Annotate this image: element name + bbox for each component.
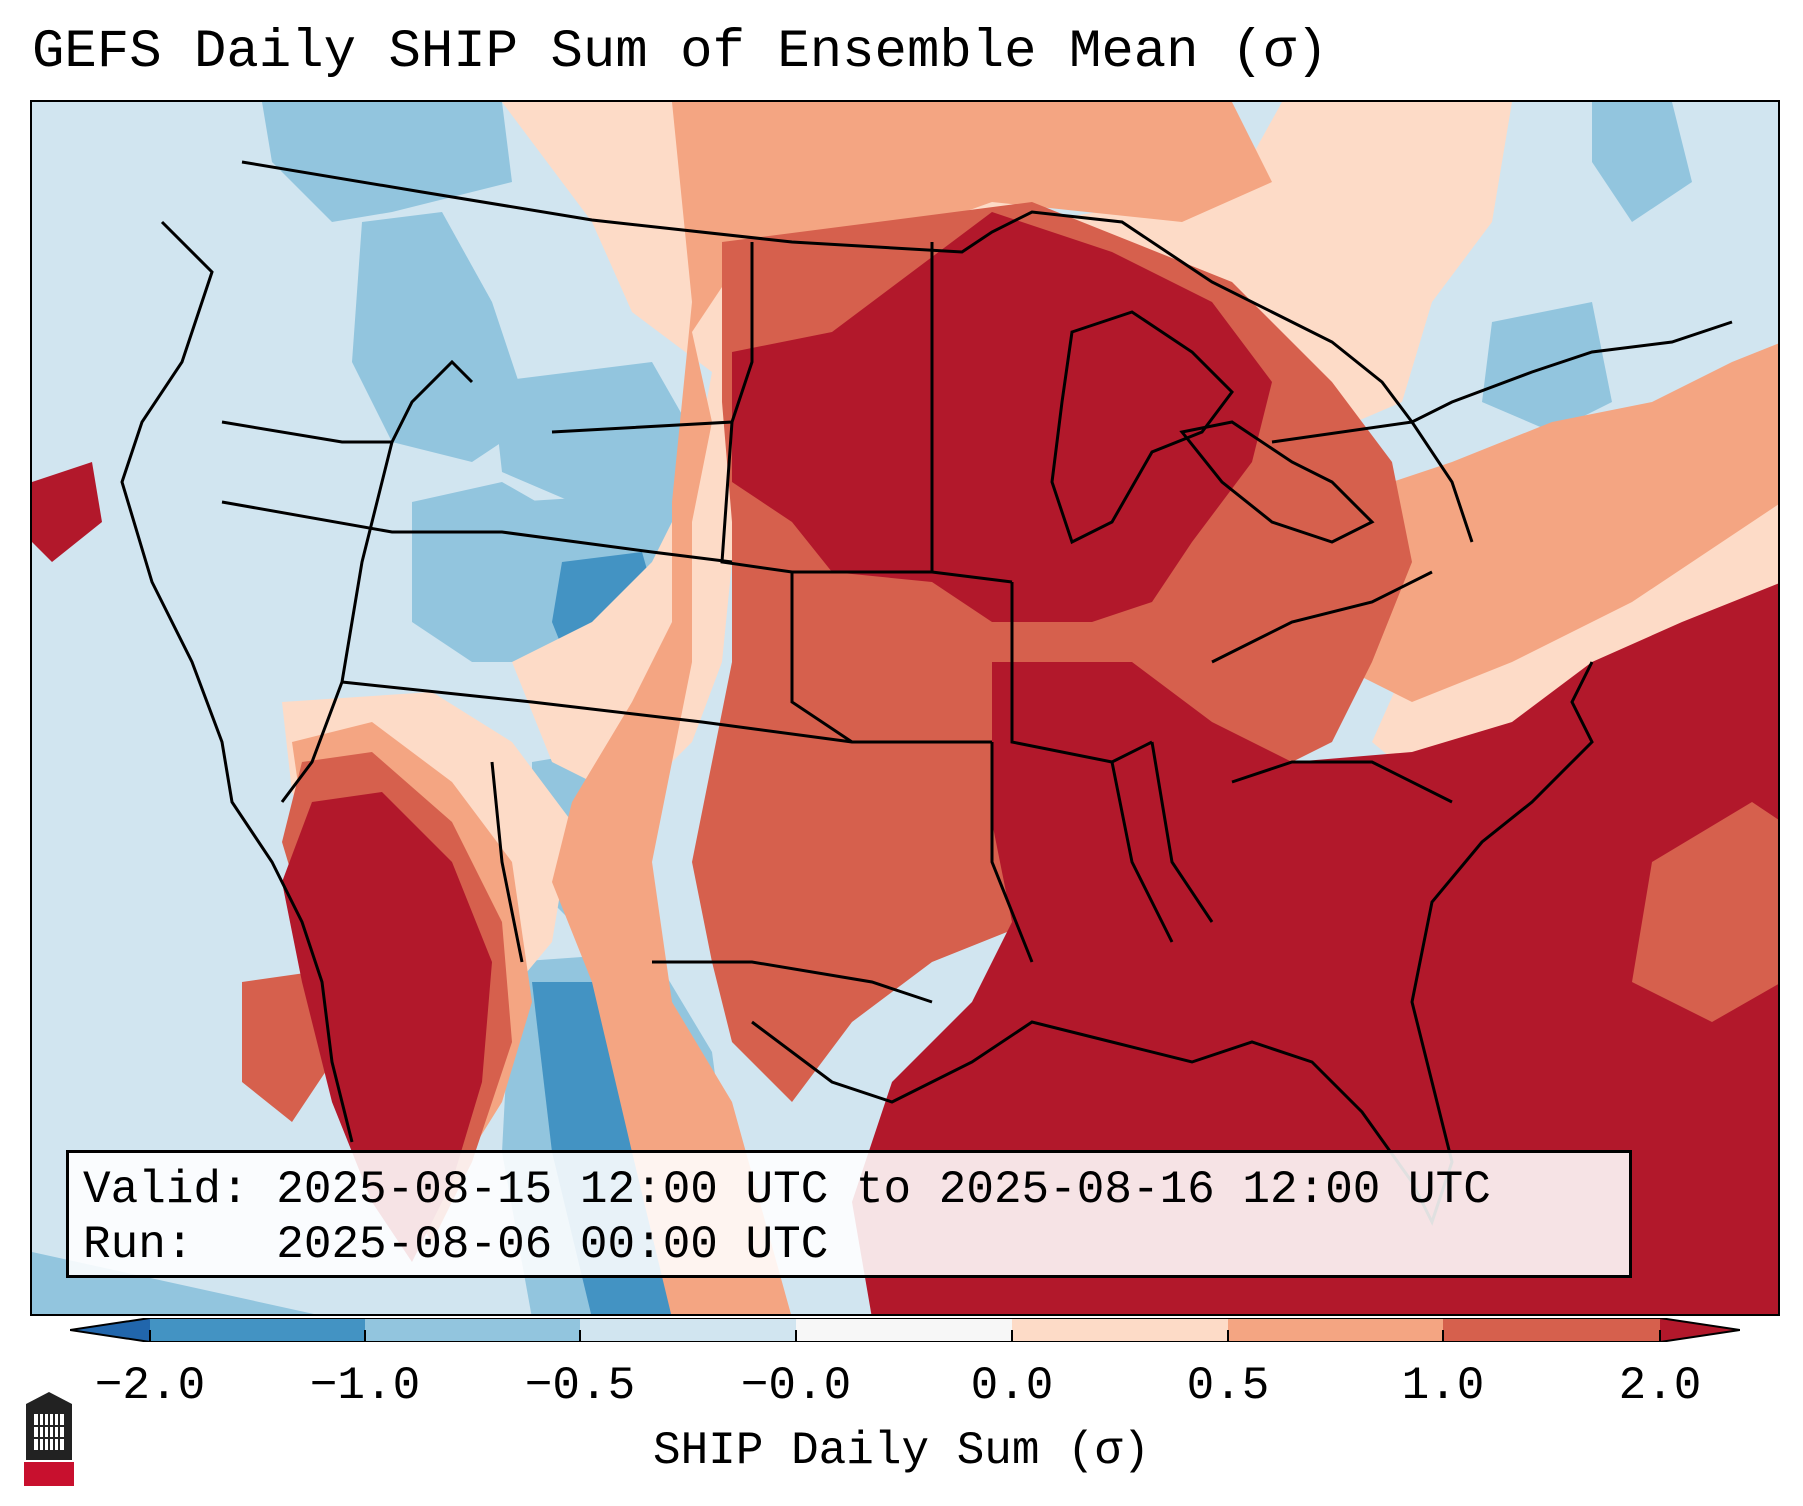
field-southwest-red bbox=[282, 792, 492, 1262]
colorbar-tick-label: 0.5 bbox=[1186, 1360, 1270, 1412]
field-idaho-blue bbox=[352, 212, 532, 462]
field-nw-blue bbox=[262, 102, 512, 222]
colorbar-bin bbox=[1228, 1318, 1443, 1342]
field-east-salmon bbox=[1332, 343, 1778, 702]
field-atlantic-salmon-patch bbox=[1632, 802, 1778, 1022]
colorbar-bin bbox=[365, 1318, 580, 1342]
field-pacific-red bbox=[32, 462, 102, 562]
state-boundaries bbox=[120, 160, 1733, 1143]
field-wyoming-blue bbox=[492, 362, 692, 502]
run-time-line: Run: 2025-08-06 00:00 UTC bbox=[83, 1219, 829, 1271]
colorbar-axis-label: SHIP Daily Sum (σ) bbox=[653, 1425, 1150, 1477]
map-title: GEFS Daily SHIP Sum of Ensemble Mean (σ) bbox=[32, 22, 1329, 83]
colorbar-bin bbox=[796, 1318, 1012, 1342]
colorbar-tick-label: −2.0 bbox=[94, 1360, 206, 1412]
logo-shield bbox=[24, 1462, 74, 1486]
colorbar-bin bbox=[1660, 1318, 1740, 1342]
colorbar-tick-label: 2.0 bbox=[1618, 1360, 1702, 1412]
great-lakes-coast bbox=[1050, 310, 1375, 545]
colorbar-bin bbox=[1443, 1318, 1660, 1342]
map-panel bbox=[30, 100, 1780, 1316]
colorbar-bin bbox=[1012, 1318, 1228, 1342]
shaded-anomaly-map bbox=[32, 102, 1778, 1314]
colorbar-tick-label: −0.0 bbox=[740, 1360, 852, 1412]
field-south-red bbox=[852, 583, 1778, 1314]
colorbar-bin bbox=[580, 1318, 796, 1342]
colorbar-tick-label: −1.0 bbox=[309, 1360, 421, 1412]
niu-logo bbox=[24, 1392, 74, 1486]
colorbar-bins bbox=[70, 1318, 1740, 1342]
colorbar-bin bbox=[150, 1318, 365, 1342]
colorbar-bin bbox=[70, 1318, 150, 1342]
colorbar-tick-label: −0.5 bbox=[524, 1360, 636, 1412]
colorbar-tick-label: 0.0 bbox=[970, 1360, 1054, 1412]
colorbar bbox=[70, 1318, 1740, 1342]
field-ne-canada-blue bbox=[1592, 102, 1692, 222]
valid-time-line: Valid: 2025-08-15 12:00 UTC to 2025-08-1… bbox=[83, 1164, 1491, 1216]
colorbar-tick-label: 1.0 bbox=[1401, 1360, 1485, 1412]
colorbar-tick-labels: −2.0 −1.0 −0.5 −0.0 0.0 0.5 1.0 2.0 bbox=[0, 1360, 1803, 1416]
valid-run-info-box: Valid: 2025-08-15 12:00 UTC to 2025-08-1… bbox=[66, 1150, 1632, 1278]
